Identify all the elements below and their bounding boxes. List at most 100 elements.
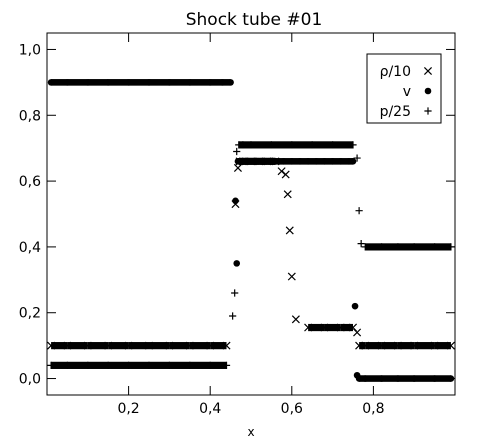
pressure-band — [312, 141, 333, 149]
pressure-band — [434, 243, 451, 251]
density-marker — [63, 341, 72, 350]
pressure-marker — [247, 141, 255, 149]
velocity-band — [332, 158, 341, 165]
pressure-band — [251, 141, 272, 149]
density-marker — [287, 272, 296, 281]
pressure-band — [108, 361, 129, 369]
plus-series — [47, 141, 455, 369]
density-band — [365, 342, 382, 350]
pressure-marker — [229, 312, 237, 320]
legend-pressure-icon — [424, 107, 432, 115]
density-band — [169, 342, 190, 350]
pressure-band — [67, 361, 88, 369]
y-tick-label: 0,0 — [19, 372, 41, 388]
pressure-marker — [231, 289, 239, 297]
pressure-band — [414, 243, 435, 251]
velocity-marker — [361, 375, 369, 382]
density-marker — [47, 341, 56, 350]
pressure-marker — [206, 361, 214, 369]
density-marker — [124, 341, 133, 350]
velocity-band — [242, 158, 251, 165]
pressure-marker — [361, 243, 369, 251]
density-band — [414, 342, 435, 350]
density-band — [434, 342, 451, 350]
velocity-marker — [351, 302, 359, 310]
velocity-marker — [219, 79, 226, 86]
pressure-band — [271, 141, 292, 149]
density-marker — [281, 170, 290, 179]
y-tick-label: 0,4 — [19, 240, 41, 256]
density-band — [51, 342, 68, 350]
velocity-band — [291, 158, 300, 165]
velocity-marker — [84, 79, 92, 86]
velocity-marker — [349, 158, 357, 165]
pressure-band — [210, 361, 227, 369]
x-tick-label: 0,6 — [281, 401, 303, 417]
legend-markers — [423, 66, 433, 115]
pressure-marker — [239, 141, 247, 149]
velocity-band — [324, 158, 333, 165]
density-band — [128, 342, 149, 350]
pressure-band — [242, 141, 251, 149]
velocity-band — [434, 375, 451, 382]
data-marks — [47, 79, 455, 382]
velocity-marker — [233, 260, 241, 267]
pressure-marker — [233, 147, 241, 156]
density-marker — [336, 323, 345, 332]
velocity-band — [308, 158, 317, 165]
pressure-marker — [47, 361, 55, 369]
density-band — [359, 342, 366, 350]
pressure-marker — [222, 361, 231, 369]
pressure-marker — [329, 141, 337, 149]
pressure-marker — [267, 141, 275, 149]
pressure-marker — [165, 361, 173, 369]
plot-frame — [46, 32, 456, 396]
velocity-band — [275, 158, 284, 165]
x-axis-label: x — [247, 425, 254, 439]
density-marker — [446, 341, 455, 350]
pressure-band — [169, 361, 190, 369]
density-marker — [393, 341, 402, 350]
velocity-marker — [186, 79, 194, 86]
pressure-marker — [104, 361, 112, 369]
pressure-marker — [394, 243, 402, 251]
x-tick-label: 0,8 — [362, 401, 384, 417]
density-marker — [291, 315, 300, 324]
pressure-band — [381, 243, 398, 251]
density-band — [308, 323, 325, 332]
pressure-marker — [63, 361, 71, 369]
pressure-band — [149, 361, 170, 369]
velocity-marker — [247, 158, 255, 165]
velocity-marker — [206, 79, 214, 86]
density-marker — [206, 341, 215, 350]
density-marker — [144, 341, 154, 350]
legend-density-icon — [423, 66, 433, 76]
velocity-band — [51, 79, 68, 86]
velocity-band — [251, 158, 260, 165]
velocity-marker — [264, 158, 271, 165]
velocity-band — [210, 79, 223, 86]
axis-tick-labels: 0,2 0,4 0,6 0,8 0,0 0,2 0,4 0,6 0,8 1,0 — [19, 42, 385, 417]
pressure-band — [332, 141, 353, 149]
velocity-marker — [312, 158, 320, 165]
velocity-marker — [321, 158, 328, 165]
cross-series — [47, 157, 455, 350]
velocity-marker — [255, 158, 263, 165]
velocity-band — [397, 375, 415, 382]
pressure-band — [128, 361, 149, 369]
density-marker — [320, 323, 329, 332]
pressure-marker — [308, 141, 316, 149]
pressure-marker — [355, 207, 363, 215]
pressure-marker — [447, 243, 455, 251]
velocity-marker — [304, 158, 312, 165]
velocity-band — [108, 79, 129, 86]
velocity-marker — [145, 79, 153, 86]
velocity-marker — [288, 158, 296, 165]
velocity-band — [87, 79, 109, 86]
velocity-band — [259, 158, 268, 165]
density-band — [67, 342, 88, 350]
density-band — [397, 342, 415, 350]
pressure-marker — [84, 361, 92, 369]
pressure-marker — [357, 240, 365, 248]
